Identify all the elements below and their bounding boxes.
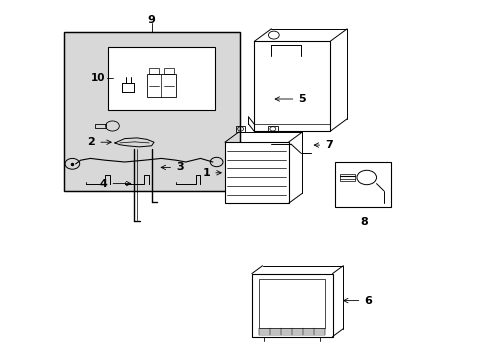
Bar [95, 124, 106, 128]
Bar [149, 68, 159, 74]
Text: 8: 8 [360, 217, 367, 227]
Bar [63, 32, 239, 191]
Text: 6: 6 [343, 296, 371, 306]
Bar [339, 174, 354, 181]
Text: 9: 9 [147, 15, 155, 25]
Text: 5: 5 [275, 94, 305, 104]
Bar [273, 145, 282, 147]
Bar [63, 32, 239, 191]
Bar [235, 126, 245, 132]
Bar [259, 279, 325, 328]
Bar [107, 47, 215, 110]
Bar [251, 274, 332, 337]
Text: 7: 7 [314, 140, 332, 150]
Bar [224, 142, 288, 203]
Bar [254, 41, 329, 131]
Bar [146, 74, 176, 97]
Bar [267, 126, 277, 132]
Text: 2: 2 [87, 137, 111, 147]
Text: 1: 1 [202, 168, 221, 178]
Bar [334, 162, 390, 207]
Text: 3: 3 [161, 162, 183, 172]
Text: 10: 10 [90, 73, 105, 83]
Bar [163, 68, 173, 74]
Text: 4: 4 [100, 179, 130, 189]
